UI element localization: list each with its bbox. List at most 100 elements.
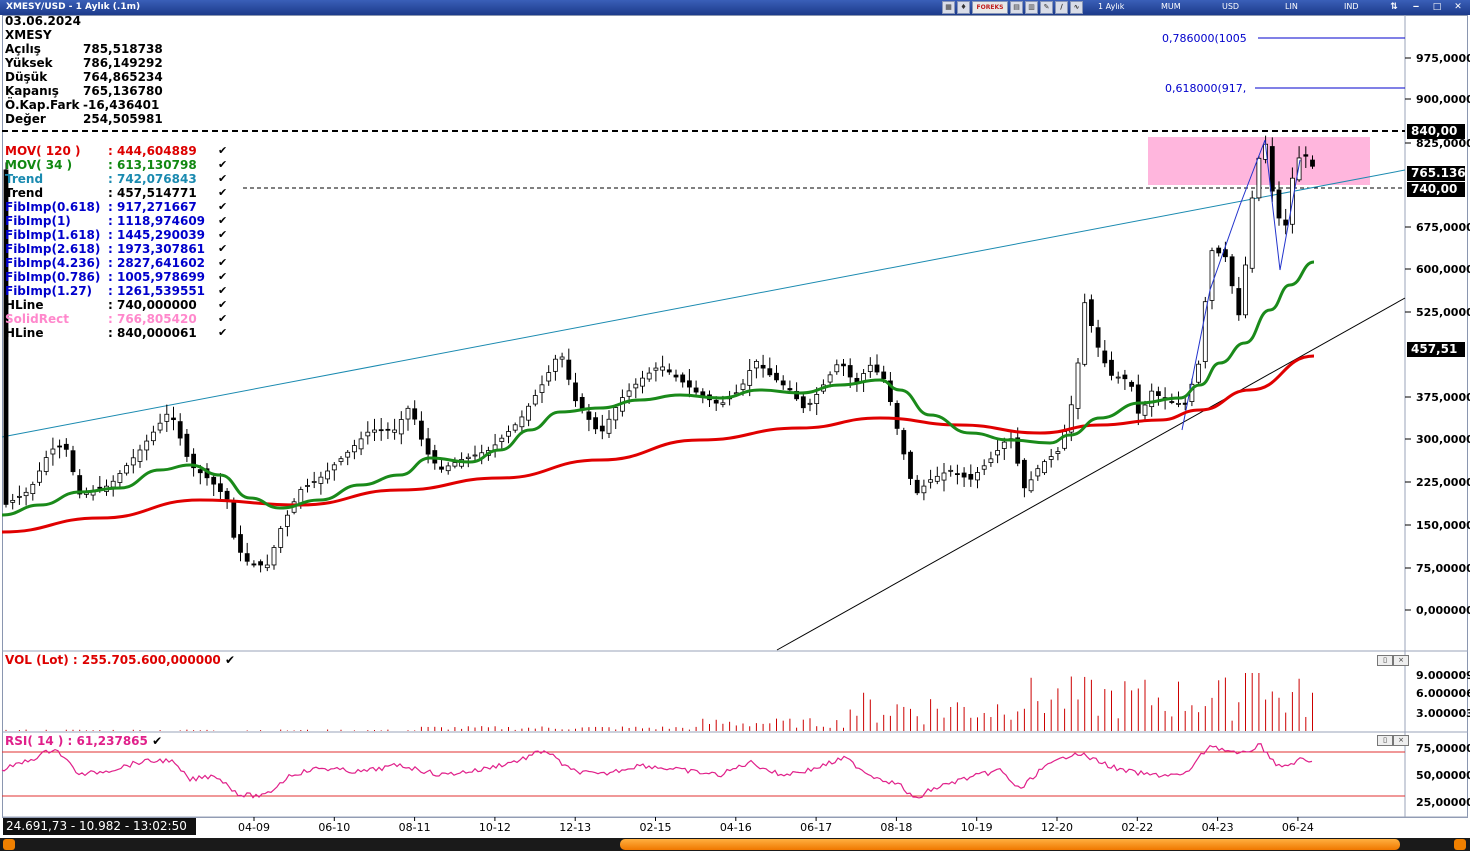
candle-body — [50, 448, 56, 455]
indicator-row[interactable]: FibImp(1.27): 1261,539551 ✔ — [5, 284, 228, 298]
candle-body — [747, 370, 753, 386]
candle-body — [157, 422, 163, 431]
candle-body — [1022, 459, 1027, 489]
indicator-row[interactable]: MOV( 120 ): 444,604889 ✔ — [5, 144, 228, 158]
candle-body — [184, 433, 190, 457]
candle-body — [526, 405, 531, 421]
candle-body — [298, 489, 304, 504]
price-tag-840: 840,00 — [1407, 124, 1465, 139]
price-tick: 825,0000 — [1416, 137, 1470, 150]
check-icon[interactable]: ✔ — [218, 298, 228, 311]
check-icon[interactable]: ✔ — [218, 200, 228, 213]
vol-panel-restore-icon[interactable]: ▯ — [1377, 655, 1393, 666]
check-icon[interactable]: ✔ — [218, 172, 228, 185]
ma34-line — [1, 260, 1315, 517]
scroll-thumb[interactable] — [620, 839, 1400, 850]
check-icon[interactable]: ✔ — [218, 228, 228, 241]
check-icon[interactable]: ✔ — [218, 214, 228, 227]
candle-body — [278, 528, 284, 548]
check-icon[interactable]: ✔ — [218, 144, 228, 157]
wave-icon[interactable]: ∿ — [1070, 1, 1083, 14]
indicator-value: : 1261,539551 — [108, 284, 206, 298]
menu-scale[interactable]: LIN — [1285, 2, 1298, 11]
check-icon[interactable]: ✔ — [218, 326, 228, 339]
indicator-row[interactable]: FibImp(2.618): 1973,307861 ✔ — [5, 242, 228, 256]
indicator-row[interactable]: Trend: 457,514771 ✔ — [5, 186, 228, 200]
info-value: 254,505981 — [83, 112, 163, 126]
indicator-row[interactable]: FibImp(1): 1118,974609 ✔ — [5, 214, 228, 228]
tool-icon-4[interactable]: ▥ — [1025, 1, 1038, 14]
indicator-value: : 740,000000 — [108, 298, 197, 312]
menu-toggle-icon[interactable]: ⇅ — [1390, 2, 1398, 12]
date-tick: 04-23 — [1202, 821, 1234, 834]
check-icon[interactable]: ✔ — [218, 158, 228, 171]
candle-body — [606, 418, 612, 434]
candle-body — [1156, 391, 1161, 397]
indicator-label: SolidRect — [5, 312, 69, 326]
candle-body — [626, 390, 632, 397]
candle-body — [653, 367, 659, 371]
candle-body — [1015, 437, 1021, 464]
candle-body — [378, 429, 384, 432]
indicator-row[interactable]: Trend: 742,076843 ✔ — [5, 172, 228, 186]
candle-body — [532, 395, 538, 405]
candle-body — [1202, 301, 1208, 362]
tool-icon-1[interactable]: ▦ — [942, 1, 955, 14]
menu-period[interactable]: 1 Aylık — [1098, 2, 1125, 11]
check-icon[interactable]: ✔ — [218, 186, 228, 199]
candle-body — [43, 457, 49, 472]
candle-body — [16, 495, 22, 498]
tool-icon-2[interactable]: ♦ — [957, 1, 970, 14]
menu-indicators[interactable]: IND — [1344, 2, 1359, 11]
check-icon[interactable]: ✔ — [218, 284, 228, 297]
candle-body — [1310, 159, 1315, 167]
candle-body — [975, 472, 980, 481]
ohlc-info: 03.06.2024 XMESY Açılış 785,518738 Yüksek 7… — [5, 14, 163, 126]
indicator-row[interactable]: FibImp(1.618): 1445,290039 ✔ — [5, 228, 228, 242]
info-label: Yüksek — [5, 56, 53, 70]
indicator-row[interactable]: MOV( 34 ): 613,130798 ✔ — [5, 158, 228, 172]
maximize-icon[interactable]: □ — [1432, 2, 1442, 12]
candlesticks — [3, 135, 1315, 573]
candle-body — [1042, 461, 1047, 474]
indicator-row[interactable]: SolidRect: 766,805420 ✔ — [5, 312, 228, 326]
candle-body — [834, 364, 840, 373]
menu-currency[interactable]: USD — [1222, 2, 1240, 11]
candle-body — [660, 366, 665, 371]
candle-body — [566, 359, 572, 380]
minimize-icon[interactable]: ‒ — [1412, 2, 1420, 12]
rsi-panel-restore-icon[interactable]: ▯ — [1377, 735, 1393, 746]
check-icon[interactable]: ✔ — [218, 312, 228, 325]
scroll-left-icon[interactable] — [3, 839, 15, 850]
candle-body — [1243, 264, 1248, 316]
foreks-badge[interactable]: FOREKS — [972, 1, 1008, 14]
indicator-row[interactable]: FibImp(4.236): 2827,641602 ✔ — [5, 256, 228, 270]
window-title: XMESY/USD - 1 Aylık (.1m) — [6, 2, 141, 12]
scroll-right-icon[interactable] — [1454, 839, 1466, 850]
pencil-icon[interactable]: ✎ — [1040, 1, 1053, 14]
candle-body — [258, 561, 264, 566]
candle-body — [418, 420, 424, 440]
candle-body — [794, 390, 799, 400]
indicator-row[interactable]: HLine : 740,000000 ✔ — [5, 298, 228, 312]
rsi-panel-close-icon[interactable]: × — [1393, 735, 1409, 746]
vol-panel-close-icon[interactable]: × — [1393, 655, 1409, 666]
indicator-value: : 1005,978699 — [108, 270, 206, 284]
check-icon[interactable]: ✔ — [218, 256, 228, 269]
candle-body — [30, 483, 36, 494]
indicator-row[interactable]: FibImp(0.618): 917,271667 ✔ — [5, 200, 228, 214]
indicator-row[interactable]: FibImp(0.786): 1005,978699 ✔ — [5, 270, 228, 284]
candle-body — [1082, 302, 1088, 365]
horizontal-scrollbar[interactable] — [0, 838, 1470, 851]
indicator-label: HLine — [5, 298, 44, 312]
candle-body — [640, 377, 645, 387]
menu-chart-type[interactable]: MUM — [1161, 2, 1181, 11]
line-icon[interactable]: ∕ — [1055, 1, 1068, 14]
close-icon[interactable]: ✕ — [1454, 2, 1462, 12]
check-icon[interactable]: ✔ — [218, 242, 228, 255]
indicator-row[interactable]: HLine: 840,000061 ✔ — [5, 326, 228, 340]
candle-body — [311, 481, 317, 483]
tool-icon-3[interactable]: ▤ — [1010, 1, 1023, 14]
check-icon[interactable]: ✔ — [218, 270, 228, 283]
